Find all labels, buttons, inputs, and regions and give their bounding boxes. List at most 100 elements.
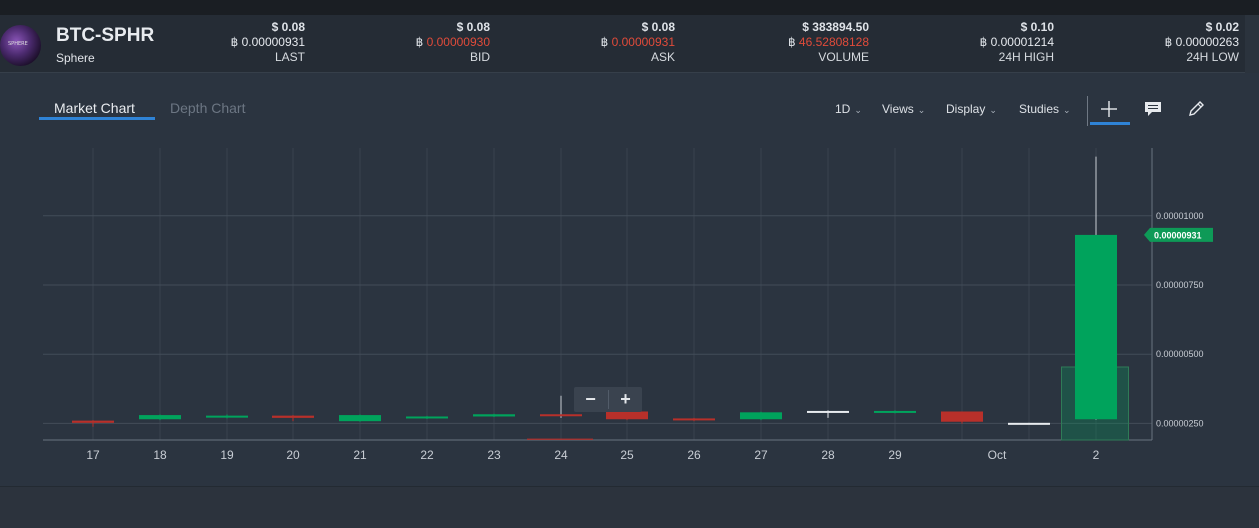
current-price-tag [1144,227,1213,242]
candle-body [874,410,916,413]
stat-volume: $ 383894.50 ฿ 46.52808128 VOLUME [788,20,869,65]
x-axis-tick-label: 24 [554,448,568,462]
chevron-down-icon: ⌄ [917,105,926,115]
stat-btc-value: ฿ 0.00000931 [601,35,675,50]
stat-usd-value: $ 0.02 [1205,20,1239,34]
candle-body [206,415,248,418]
btc-amount: 0.00000930 [426,35,490,49]
stat-btc-value: ฿ 0.00000930 [416,35,490,50]
x-axis-tick-label: 22 [420,448,434,462]
comment-icon [1145,102,1161,116]
views-dropdown[interactable]: Views ⌄ [882,102,926,116]
x-axis-tick-label: 29 [888,448,902,462]
interval-dropdown[interactable]: 1D ⌄ [835,102,862,116]
candle-body [139,415,181,420]
current-price-label: 0.00000931 [1154,230,1202,240]
volume-bar [527,438,593,440]
crosshair-button[interactable] [1100,100,1118,118]
btc-amount: 0.00000931 [611,35,675,49]
stat-btc-value: ฿ 0.00000931 [231,35,305,50]
candle-body [1075,234,1117,420]
btc-symbol: ฿ [600,35,609,49]
zoom-divider [608,390,609,409]
stat-usd-value: $ 0.08 [456,20,490,34]
x-axis-tick-label: 21 [353,448,367,462]
candle-body [473,414,515,417]
y-axis-tick-label: 0.00000250 [1156,418,1204,428]
market-name: BTC-SPHR [56,25,155,46]
x-axis-tick-label: 25 [620,448,634,462]
candle-body [807,410,849,413]
stat-btc-value: ฿ 0.00000263 [1165,35,1239,50]
candle-body [540,414,582,417]
zoom-controls: − + [574,387,642,412]
y-axis-tick-label: 0.00000500 [1156,349,1204,359]
candle-body [606,411,648,420]
x-axis-tick-label: 17 [86,448,100,462]
zoom-in-button[interactable]: + [620,389,631,409]
stat-usd-value: $ 0.10 [1020,20,1054,34]
display-dropdown[interactable]: Display ⌄ [946,102,997,116]
stat-label: 24H LOW [1186,50,1239,64]
btc-symbol: ฿ [787,35,796,49]
x-axis-tick-label: 26 [687,448,701,462]
chevron-down-icon: ⌄ [989,105,997,115]
stat-ask: $ 0.08 ฿ 0.00000931 ASK [601,20,675,65]
draw-button[interactable] [1187,100,1205,118]
btc-amount: 0.00000931 [241,35,305,49]
tab-depth-chart[interactable]: Depth Chart [170,100,246,116]
stat-btc-value: ฿ 0.00001214 [980,35,1054,50]
stat-usd-value: $ 383894.50 [802,20,869,34]
annotation-button[interactable] [1144,101,1162,117]
candle-body [941,411,983,422]
y-axis-tick-label: 0.00001000 [1156,211,1204,221]
market-subtitle: Sphere [56,51,95,65]
stat-btc-value: ฿ 46.52808128 [788,35,869,50]
stat-24h-high: $ 0.10 ฿ 0.00001214 24H HIGH [980,20,1054,65]
x-axis-tick-label: 18 [153,448,167,462]
market-chart[interactable]: 0.00001000 0.00000750 0.00000500 0.00000250… [0,140,1259,470]
x-axis-tick-label: 20 [286,448,300,462]
stat-label: BID [469,50,490,64]
btc-symbol: ฿ [415,35,424,49]
btc-amount: 46.52808128 [798,35,869,49]
candle-body [1008,422,1050,425]
pencil-icon [1189,101,1204,116]
chevron-down-icon: ⌄ [1063,105,1071,115]
candle-body [72,420,114,423]
x-axis-tick-label: Oct [988,448,1007,462]
x-axis-tick-label: 27 [754,448,768,462]
btc-symbol: ฿ [979,35,988,49]
active-tool-indicator [1090,122,1130,125]
stat-label: VOLUME [818,50,869,64]
stat-label: LAST [274,50,305,64]
candle-body [406,416,448,419]
btc-amount: 0.00001214 [990,35,1054,49]
window-top-bar [0,0,1259,15]
plus-icon [1101,101,1117,117]
btc-symbol: ฿ [1164,35,1173,49]
toolbar-divider [1087,96,1088,126]
btc-symbol: ฿ [230,35,239,49]
stat-bid: $ 0.08 ฿ 0.00000930 BID [416,20,490,65]
stat-label: 24H HIGH [998,50,1054,64]
x-axis-tick-label: 2 [1093,448,1100,462]
footer-panel [0,486,1259,528]
stat-24h-low: $ 0.02 ฿ 0.00000263 24H LOW [1165,20,1239,65]
candle-body [740,412,782,420]
x-axis-tick-label: 19 [220,448,234,462]
x-axis-tick-label: 23 [487,448,501,462]
x-axis-tick-label: 28 [821,448,835,462]
tab-market-chart[interactable]: Market Chart [54,100,135,116]
zoom-out-button[interactable]: − [585,389,596,409]
studies-dropdown[interactable]: Studies ⌄ [1019,102,1071,116]
chevron-down-icon: ⌄ [854,105,862,115]
sphere-logo: SPHERE [0,25,41,66]
header-scrollbar[interactable] [1245,15,1259,73]
stat-usd-value: $ 0.08 [641,20,675,34]
active-tab-indicator [39,117,155,120]
candle-body [339,415,381,422]
candle-body [272,415,314,418]
stat-last: $ 0.08 ฿ 0.00000931 LAST [231,20,305,65]
y-axis-tick-label: 0.00000750 [1156,280,1204,290]
